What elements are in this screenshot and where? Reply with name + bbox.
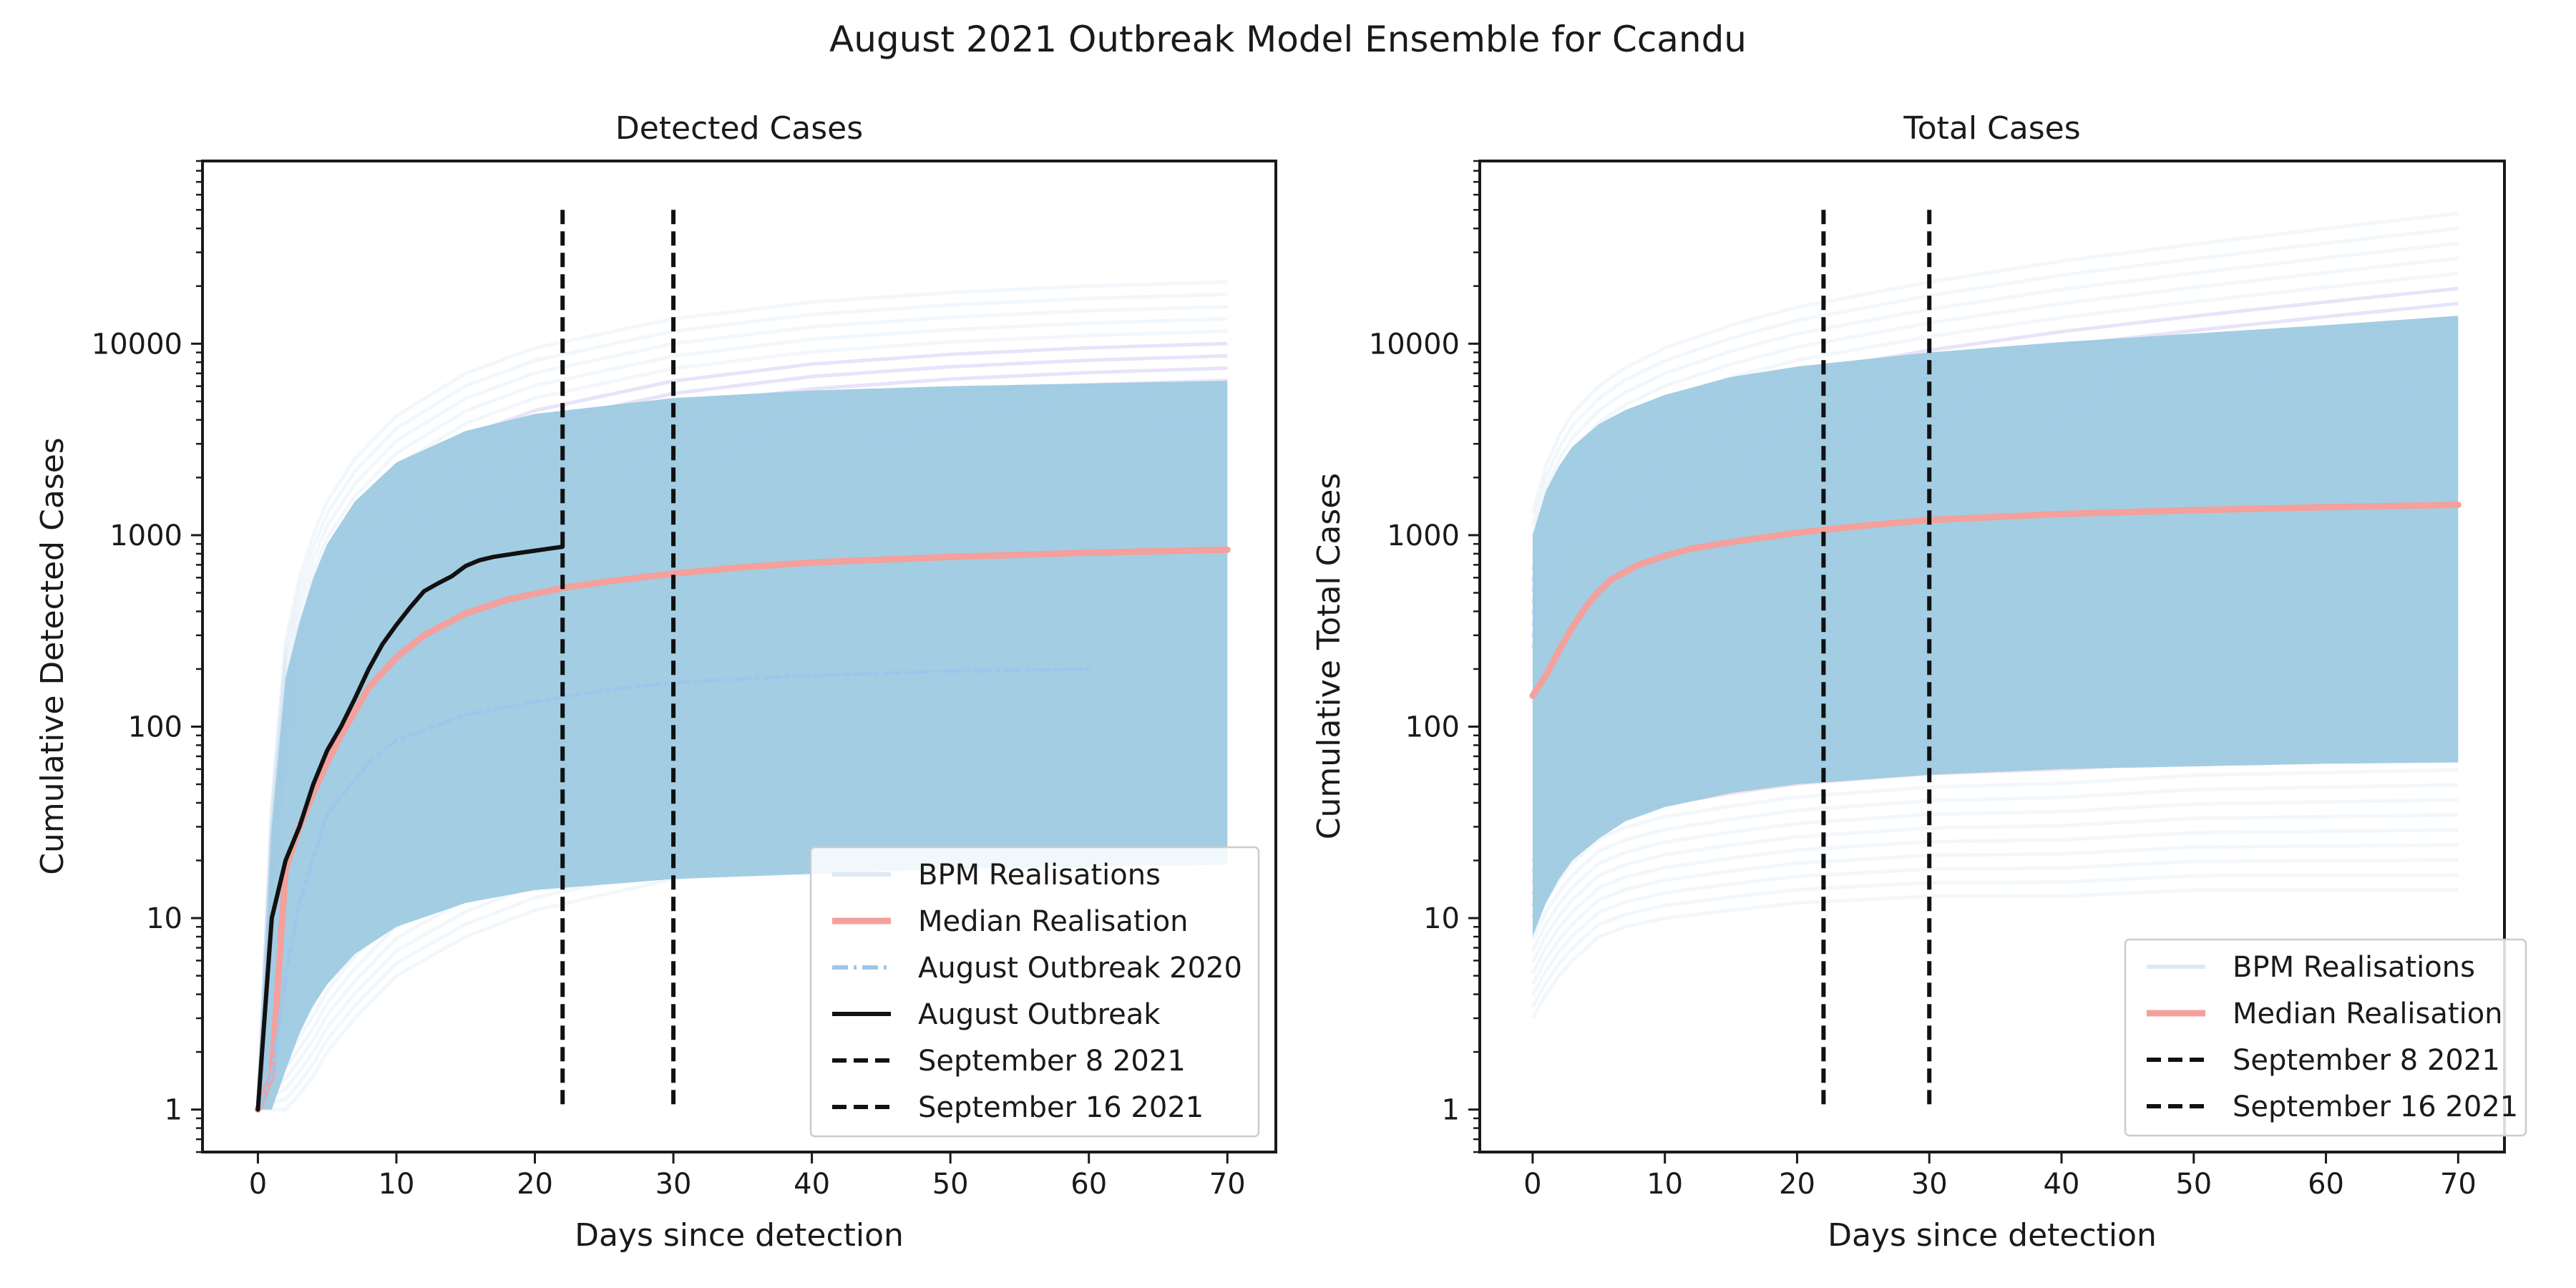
panel-title: Detected Cases [615, 110, 863, 147]
realisation-line [1531, 241, 2459, 537]
legend-entry-label: Median Realisation [2233, 997, 2503, 1030]
x-tick-label: 10 [379, 1168, 415, 1201]
x-tick-label: 30 [655, 1168, 692, 1201]
x-tick-label: 40 [2044, 1168, 2080, 1201]
x-tick-label: 0 [249, 1168, 267, 1201]
detected-cases-panel: Detected Cases 0 10 20 30 40 50 60 70 1 10 100 1000… [34, 110, 1277, 1254]
x-tick-label: 50 [932, 1168, 969, 1201]
x-axis-label: Days since detection [1828, 1217, 2157, 1254]
y-axis-label: Cumulative Detected Cases [34, 437, 71, 874]
x-tick-label: 70 [1209, 1168, 1246, 1201]
realisation-line [1531, 768, 2459, 930]
legend-entry-label: BPM Realisations [918, 859, 1161, 892]
legend-entry-label: September 16 2021 [2233, 1091, 2518, 1123]
x-tick-label: 70 [2440, 1168, 2477, 1201]
legend: BPM Realisations Median Realisation Septem… [2124, 938, 2527, 1137]
panel-title: Total Cases [1903, 110, 2080, 147]
y-tick-label: 100 [1405, 711, 1460, 743]
legend-entry-label: August Outbreak 2020 [918, 952, 1242, 985]
realisation-line [255, 329, 1228, 1110]
figure-title: August 2021 Outbreak Model Ensemble for … [829, 19, 1747, 60]
legend-entry-label: Median Realisation [918, 905, 1189, 938]
legend-box [809, 846, 1260, 1138]
y-tick-label: 10 [1423, 902, 1460, 935]
y-axis-label: Cumulative Total Cases [1311, 473, 1347, 839]
plot-area [254, 210, 1231, 1113]
axes: 0 10 20 30 40 50 60 70 1 10 100 1000 10000 [92, 160, 1246, 1201]
legend-entry-label: August Outbreak [918, 998, 1161, 1031]
x-tick-label: 20 [517, 1168, 553, 1201]
axes-frame [1478, 160, 2506, 1153]
y-tick-label: 10000 [1369, 328, 1460, 361]
x-tick-label: 0 [1523, 1168, 1541, 1201]
y-tick-label: 1 [165, 1094, 182, 1127]
realisation-line [255, 305, 1228, 1110]
axes-frame [201, 160, 1277, 1153]
y-tick-label: 1 [1442, 1094, 1460, 1127]
realisation-line [1531, 843, 2459, 986]
y-tick-label: 100 [128, 711, 182, 743]
realisation-line [1531, 828, 2459, 975]
realisation-line [1531, 211, 2459, 514]
x-axis-label: Days since detection [575, 1217, 904, 1254]
legend: BPM Realisations Median Realisation August… [809, 846, 1260, 1138]
ensemble-band [1532, 316, 2459, 937]
realisation-line [1531, 798, 2459, 952]
august-outbreak-line [255, 545, 565, 1112]
realisation-line [1531, 783, 2459, 941]
ensemble-band [258, 381, 1228, 1110]
realisation-line [1531, 256, 2459, 548]
realisation-line [1531, 873, 2459, 1008]
median-realisation-line [1529, 502, 2462, 699]
x-tick-label: 20 [1779, 1168, 1815, 1201]
total-cases-panel: Total Cases 0 10 20 30 40 50 60 70 1 10 100 1000 100… [1311, 110, 2527, 1254]
y-tick-label: 1000 [109, 519, 182, 552]
x-tick-label: 60 [2308, 1168, 2344, 1201]
y-tick-label: 10 [146, 902, 182, 935]
x-tick-label: 50 [2175, 1168, 2212, 1201]
legend-box [2124, 938, 2527, 1137]
plot-area [1529, 210, 2462, 1110]
realisation-line [1531, 888, 2459, 1020]
realisation-line [1531, 226, 2459, 525]
x-tick-label: 10 [1646, 1168, 1683, 1201]
x-tick-label: 40 [794, 1168, 830, 1201]
x-tick-label: 30 [1911, 1168, 1948, 1201]
realisation-line [255, 317, 1228, 1110]
x-tick-label: 60 [1070, 1168, 1107, 1201]
legend-entry-label: BPM Realisations [2233, 951, 2475, 984]
legend-entry-label: September 8 2021 [918, 1045, 1186, 1078]
axes: 0 10 20 30 40 50 60 70 1 10 100 1000 10000 [1369, 160, 2477, 1201]
realisation-line [1531, 858, 2459, 997]
y-tick-label: 1000 [1387, 519, 1460, 552]
legend-entry-label: September 16 2021 [918, 1091, 1204, 1124]
y-tick-label: 10000 [92, 328, 182, 361]
legend-entry-label: September 8 2021 [2233, 1044, 2500, 1077]
realisation-line [255, 292, 1228, 1110]
august-outbreak-2020-line [255, 667, 1091, 1112]
realisation-line [255, 280, 1228, 1110]
realisation-line [1531, 813, 2459, 963]
